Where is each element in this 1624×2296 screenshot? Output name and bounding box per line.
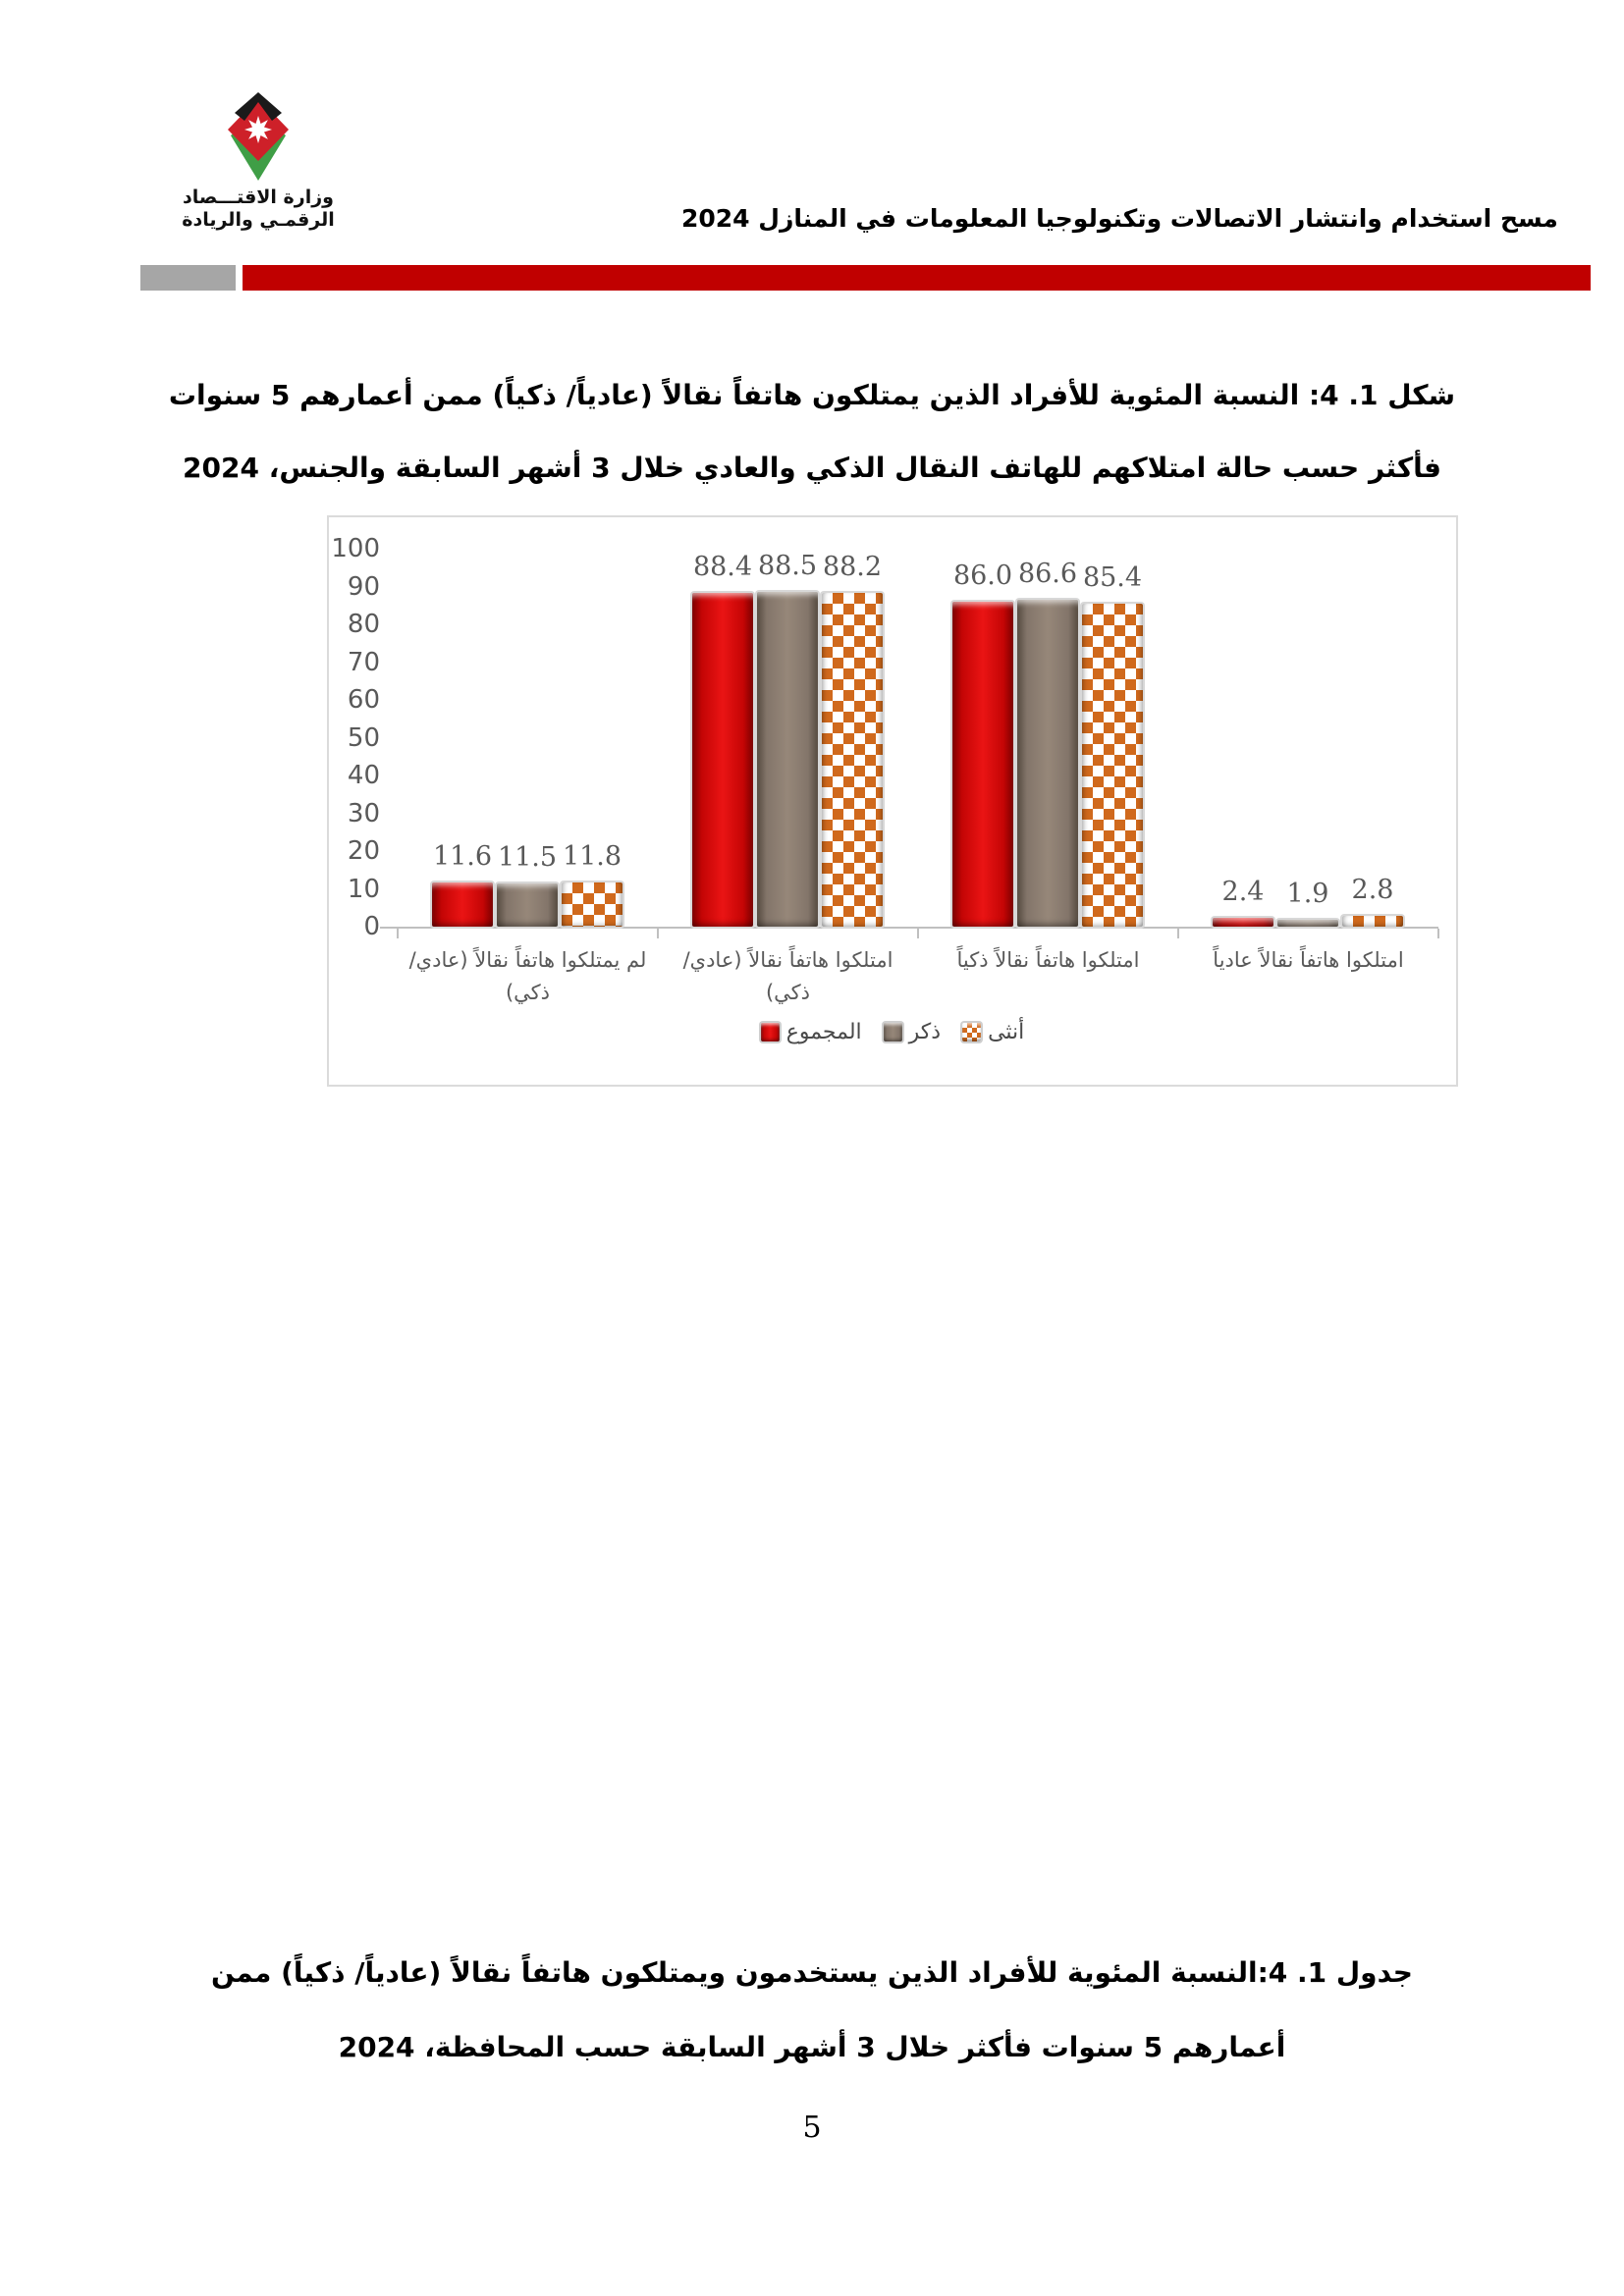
legend-item: أنثى — [962, 1020, 1024, 1044]
x-axis-tick — [657, 929, 659, 938]
table-caption-line1: جدول 1. 4:النسبة المئوية للأفراد الذين ي… — [211, 1956, 1413, 1989]
x-axis-tick — [397, 929, 399, 938]
divider-gray-block — [140, 265, 236, 291]
bar-value-label: 88.4 — [692, 551, 753, 582]
x-axis-tick — [917, 929, 919, 938]
bar-female — [822, 593, 883, 927]
table-caption-line2: أعمارهم 5 سنوات فأكثر خلال 3 أشهر السابق… — [338, 2031, 1286, 2063]
bar-female — [1082, 604, 1143, 927]
bar-total — [952, 601, 1013, 927]
y-axis-tick-label: 0 — [363, 912, 380, 941]
survey-header-title: مسح استخدام وانتشار الاتصالات وتكنولوجيا… — [681, 204, 1558, 233]
legend-label: المجموع — [785, 1020, 862, 1044]
x-axis-tick — [1177, 929, 1179, 938]
legend-label: ذكر — [908, 1020, 942, 1044]
divider-red-bar — [243, 265, 1591, 291]
bar-value-label: 88.5 — [757, 551, 818, 582]
table-caption: جدول 1. 4:النسبة المئوية للأفراد الذين ي… — [98, 1936, 1526, 2085]
bar-female — [562, 881, 623, 927]
y-axis-tick-label: 80 — [347, 610, 380, 639]
bar-total — [692, 592, 753, 927]
bar-value-label: 2.8 — [1351, 875, 1394, 906]
legend-item: المجموع — [760, 1020, 862, 1044]
bar-male — [497, 882, 558, 927]
bar-value-label: 11.6 — [432, 841, 493, 873]
y-axis-tick-label: 30 — [347, 798, 380, 828]
ministry-logo: وزارة الاقتـــصاد الرقمـي والريادة — [180, 86, 337, 232]
ministry-name-line2: الرقمـي والريادة — [182, 209, 335, 231]
y-axis-tick-label: 60 — [347, 685, 380, 715]
bar-male — [1277, 919, 1338, 927]
category-label: امتلكوا هاتفاً نقالاً ذكياً — [956, 948, 1140, 972]
bar-value-label: 11.8 — [562, 840, 623, 872]
page-number: 5 — [802, 2110, 822, 2145]
legend-item: ذكر — [883, 1020, 942, 1044]
legend-swatch-male — [883, 1023, 902, 1041]
y-axis-tick-label: 20 — [347, 836, 380, 866]
figure-title-line2: فأكثر حسب حالة امتلاكهم للهاتف النقال ال… — [183, 452, 1441, 484]
figure-title-line1: شكل 1. 4: النسبة المئوية للأفراد الذين ي… — [168, 379, 1456, 411]
bar-value-label: 86.6 — [1017, 558, 1078, 589]
category-label: امتلكوا هاتفاً نقالاً (عادي/ ذكي) — [682, 948, 893, 1004]
bar-value-label: 2.4 — [1221, 876, 1265, 907]
bar-total — [1213, 917, 1273, 927]
figure-title: شكل 1. 4: النسبة المئوية للأفراد الذين ي… — [98, 359, 1526, 505]
y-axis-tick-label: 10 — [347, 874, 380, 904]
x-axis-tick — [1437, 929, 1439, 938]
legend-swatch-female — [962, 1023, 982, 1041]
x-axis-line — [380, 927, 1438, 929]
bar-male — [757, 592, 818, 927]
category-label: لم يمتلكوا هاتفاً نقالاً (عادي/ ذكي) — [408, 948, 647, 1004]
bar-male — [1017, 599, 1078, 927]
bar-female — [1342, 916, 1403, 927]
chart-legend: المجموع ذكر أنثى — [329, 1020, 1456, 1044]
bar-total — [432, 882, 493, 927]
bar-value-label: 1.9 — [1286, 878, 1329, 909]
bar-chart: 0 10 20 30 40 50 60 70 80 90 100 11.6 11.5 11.8 لم يمت… — [327, 515, 1458, 1087]
y-axis-tick-label: 50 — [347, 722, 380, 753]
y-axis-tick-label: 100 — [331, 534, 380, 563]
legend-swatch-total — [760, 1023, 780, 1041]
y-axis-tick-label: 40 — [347, 761, 380, 790]
jordan-emblem-icon — [228, 92, 289, 181]
y-axis-tick-label: 90 — [347, 571, 380, 602]
bar-value-label: 86.0 — [952, 560, 1013, 591]
bar-value-label: 88.2 — [822, 552, 883, 583]
bar-value-label: 85.4 — [1082, 562, 1143, 594]
ministry-name-line1: وزارة الاقتـــصاد — [183, 187, 334, 208]
category-label: امتلكوا هاتفاً نقالاً عادياً — [1213, 948, 1404, 972]
legend-label: أنثى — [988, 1020, 1025, 1044]
bar-value-label: 11.5 — [497, 841, 558, 873]
y-axis-tick-label: 70 — [347, 647, 380, 677]
